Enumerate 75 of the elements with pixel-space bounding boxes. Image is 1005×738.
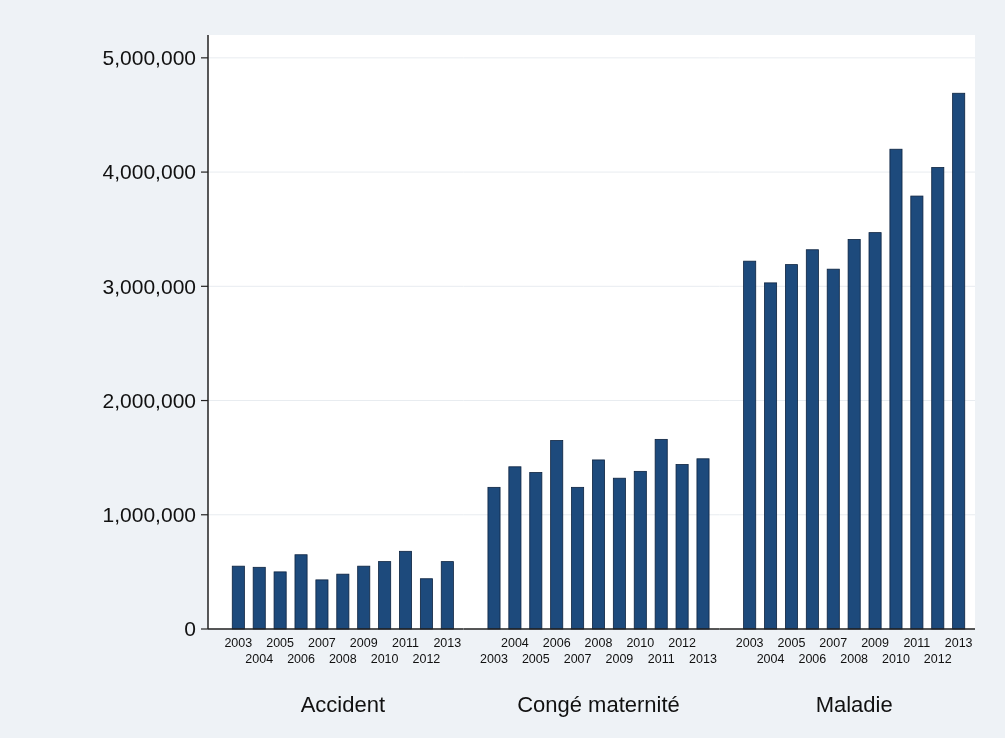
x-axis-title: Maladie — [815, 692, 893, 717]
bar — [315, 579, 329, 630]
x-tick-label: 2005 — [266, 636, 295, 650]
y-tick-label: 0 — [184, 617, 196, 641]
x-tick-label: 2011 — [903, 636, 931, 650]
x-axis-title: Accident — [300, 692, 386, 717]
x-tick-label: 2003 — [735, 636, 764, 650]
bar — [357, 565, 371, 630]
bar — [952, 92, 966, 630]
bar — [847, 239, 861, 630]
bar — [889, 148, 903, 630]
bar — [529, 472, 543, 630]
x-tick-label: 2003 — [480, 652, 508, 666]
x-tick-label: 2012 — [668, 636, 697, 650]
bar — [654, 438, 668, 630]
x-tick-label: 2011 — [392, 636, 420, 650]
x-tick-label: 2007 — [563, 652, 592, 666]
bar — [399, 550, 412, 630]
bar — [931, 167, 945, 630]
y-tick-label: 4,000,000 — [102, 160, 196, 184]
x-tick-label: 2008 — [328, 652, 357, 666]
bar — [675, 464, 689, 630]
bar — [910, 195, 924, 630]
x-tick-label: 2009 — [861, 636, 890, 650]
bar — [487, 486, 501, 630]
x-tick-label: 2004 — [500, 636, 529, 650]
x-tick-label: 2013 — [689, 652, 717, 666]
x-tick-label: 2012 — [412, 652, 441, 666]
x-tick-label: 2013 — [433, 636, 462, 650]
bar — [336, 573, 350, 630]
x-tick-label: 2008 — [584, 636, 613, 650]
bar — [550, 440, 564, 630]
x-tick-label: 2006 — [798, 652, 827, 666]
bar — [633, 470, 647, 630]
bar — [696, 458, 710, 630]
x-tick-label: 2005 — [777, 636, 806, 650]
bar — [508, 466, 522, 630]
bar — [273, 571, 287, 630]
x-tick-label: 2012 — [923, 652, 952, 666]
x-tick-label: 2010 — [370, 652, 399, 666]
x-tick-label: 2007 — [819, 636, 848, 650]
x-tick-label: 2010 — [882, 652, 910, 666]
x-axis-title: Congé maternité — [517, 692, 680, 717]
y-tick-label: 1,000,000 — [102, 503, 196, 527]
bar — [231, 565, 245, 630]
bar — [592, 459, 605, 630]
bar — [419, 578, 433, 630]
x-tick-label: 2006 — [287, 652, 315, 666]
x-tick-label: 2013 — [944, 636, 973, 650]
x-tick-label: 2008 — [840, 652, 869, 666]
bar — [805, 249, 819, 630]
x-tick-label: 2003 — [224, 636, 253, 650]
x-tick-label: 2011 — [647, 652, 675, 666]
x-tick-label: 2009 — [349, 636, 378, 650]
bar — [743, 260, 757, 630]
y-tick-label: 2,000,000 — [102, 388, 196, 412]
x-tick-label: 2010 — [626, 636, 655, 650]
y-tick-label: 3,000,000 — [102, 274, 196, 298]
bar — [294, 554, 308, 630]
x-tick-label: 2009 — [605, 652, 634, 666]
bar — [571, 486, 585, 630]
bar — [440, 561, 454, 630]
bar — [826, 268, 840, 630]
x-tick-label: 2006 — [542, 636, 571, 650]
bar — [785, 264, 798, 630]
x-tick-label: 2004 — [245, 652, 274, 666]
bar — [612, 477, 626, 630]
y-tick-label: 5,000,000 — [102, 46, 196, 70]
bar — [868, 232, 882, 630]
bar — [378, 561, 392, 630]
x-tick-label: 2005 — [521, 652, 550, 666]
x-tick-label: 2007 — [308, 636, 336, 650]
x-tick-label: 2004 — [756, 652, 785, 666]
bar — [252, 566, 266, 630]
bar — [764, 282, 778, 630]
